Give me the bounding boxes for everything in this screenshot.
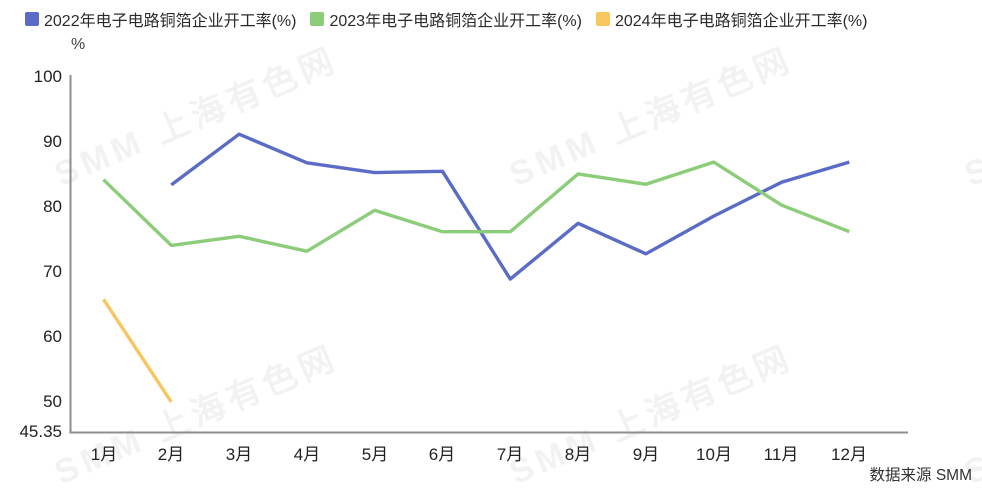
line-series-2023	[102, 160, 850, 253]
line-series-2024	[102, 298, 173, 403]
x-tick-label: 9月	[632, 445, 660, 464]
legend-item-2024[interactable]: 2024年电子电路铜箔企业开工率(%)	[595, 7, 868, 31]
legend-swatch-2024	[595, 12, 610, 26]
x-tick-label: 7月	[496, 445, 524, 464]
y-tick-label: 90	[43, 132, 62, 151]
y-tick-label: 50	[43, 392, 62, 411]
legend-item-2023[interactable]: 2023年电子电路铜箔企业开工率(%)	[310, 7, 582, 31]
legend-item-2022[interactable]: 2022年电子电路铜箔企业开工率(%)	[25, 7, 296, 31]
x-tick-label: 2月	[157, 445, 185, 464]
x-tick-label: 11月	[763, 445, 799, 464]
x-tick-label: 4月	[293, 445, 321, 464]
legend: 2022年电子电路铜箔企业开工率(%) 2023年电子电路铜箔企业开工率(%) …	[25, 7, 867, 31]
y-tick-label: 100	[33, 67, 62, 86]
y-tick-label: 60	[43, 327, 62, 346]
y-tick-label: 80	[43, 197, 62, 216]
line-series-2022	[170, 132, 850, 281]
legend-label-2023: 2023年电子电路铜箔企业开工率(%)	[329, 13, 582, 30]
x-tick-label: 5月	[361, 445, 389, 464]
x-tick-label: 10月	[696, 445, 732, 464]
x-tick-label: 3月	[225, 445, 253, 464]
y-tick-label: 45.35	[19, 422, 62, 441]
legend-label-2022: 2022年电子电路铜箔企业开工率(%)	[44, 13, 297, 30]
legend-swatch-2022	[25, 12, 39, 26]
x-tick-label: 12月	[831, 445, 867, 464]
legend-swatch-2023	[310, 12, 325, 26]
data-source-note: 数据来源 SMM	[869, 467, 972, 484]
x-tick-label: 6月	[428, 445, 456, 464]
y-axis-unit-label: %	[71, 36, 86, 53]
y-tick-label: 70	[43, 262, 62, 281]
x-tick-label: 8月	[564, 445, 592, 464]
x-tick-label: 1月	[90, 445, 118, 464]
legend-label-2024: 2024年电子电路铜箔企业开工率(%)	[614, 13, 868, 30]
